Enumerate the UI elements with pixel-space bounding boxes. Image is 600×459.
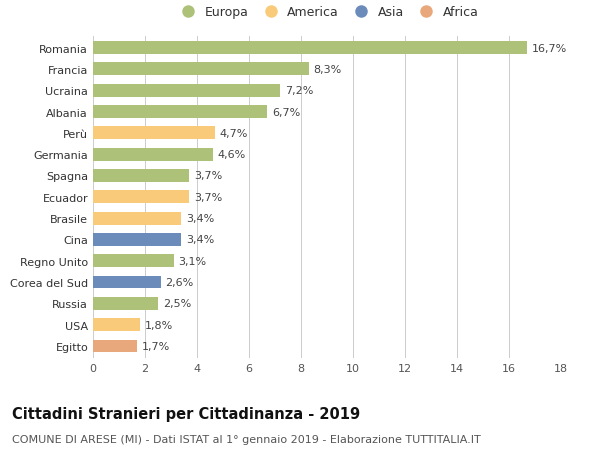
Legend: Europa, America, Asia, Africa: Europa, America, Asia, Africa	[170, 1, 484, 24]
Text: 3,4%: 3,4%	[186, 235, 214, 245]
Bar	[93, 276, 161, 289]
Bar	[93, 234, 181, 246]
Text: 3,4%: 3,4%	[186, 213, 214, 224]
Text: 6,7%: 6,7%	[272, 107, 300, 117]
Bar	[93, 170, 189, 183]
Text: 7,2%: 7,2%	[285, 86, 313, 96]
Bar	[93, 106, 267, 118]
Text: 1,8%: 1,8%	[145, 320, 173, 330]
Text: 8,3%: 8,3%	[313, 65, 342, 75]
Bar	[93, 191, 189, 204]
Text: 3,7%: 3,7%	[194, 192, 222, 202]
Text: 2,6%: 2,6%	[165, 278, 194, 287]
Text: 16,7%: 16,7%	[532, 44, 567, 53]
Text: COMUNE DI ARESE (MI) - Dati ISTAT al 1° gennaio 2019 - Elaborazione TUTTITALIA.I: COMUNE DI ARESE (MI) - Dati ISTAT al 1° …	[12, 434, 481, 444]
Bar	[93, 42, 527, 55]
Text: 1,7%: 1,7%	[142, 341, 170, 351]
Text: 4,7%: 4,7%	[220, 129, 248, 139]
Text: 3,1%: 3,1%	[178, 256, 206, 266]
Bar	[93, 84, 280, 97]
Text: 3,7%: 3,7%	[194, 171, 222, 181]
Text: 4,6%: 4,6%	[217, 150, 245, 160]
Bar	[93, 148, 212, 161]
Bar	[93, 212, 181, 225]
Bar	[93, 127, 215, 140]
Text: Cittadini Stranieri per Cittadinanza - 2019: Cittadini Stranieri per Cittadinanza - 2…	[12, 406, 360, 421]
Bar	[93, 319, 140, 331]
Bar	[93, 255, 173, 268]
Bar	[93, 63, 309, 76]
Bar	[93, 340, 137, 353]
Bar	[93, 297, 158, 310]
Text: 2,5%: 2,5%	[163, 299, 191, 309]
